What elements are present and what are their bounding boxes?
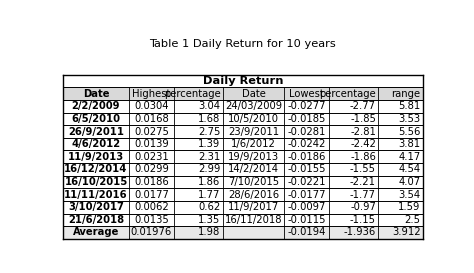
Text: 2.5: 2.5 [405,215,421,225]
Text: percentage: percentage [319,89,376,99]
Text: 1.68: 1.68 [198,114,220,124]
Text: 11/11/2016: 11/11/2016 [64,190,128,200]
Text: 19/9/2013: 19/9/2013 [228,152,279,162]
Text: -1.85: -1.85 [350,114,376,124]
Text: 11/9/2013: 11/9/2013 [68,152,124,162]
Text: 1.39: 1.39 [198,139,220,149]
Text: -0.0115: -0.0115 [288,215,326,225]
Bar [63,226,423,239]
Text: -0.97: -0.97 [350,202,376,212]
Text: Highest: Highest [132,89,171,99]
Text: 0.0186: 0.0186 [134,177,169,187]
Text: -1.86: -1.86 [350,152,376,162]
Text: 16/11/2018: 16/11/2018 [225,215,283,225]
Text: 6/5/2010: 6/5/2010 [72,114,120,124]
Text: 4/6/2012: 4/6/2012 [72,139,120,149]
Text: 0.0135: 0.0135 [134,215,169,225]
Text: 28/6/2016: 28/6/2016 [228,190,279,200]
Text: 4.17: 4.17 [399,152,421,162]
Text: 0.62: 0.62 [198,202,220,212]
Text: 0.0299: 0.0299 [134,164,169,174]
Text: 3.912: 3.912 [392,227,421,238]
Text: Date: Date [82,89,109,99]
Text: 3.53: 3.53 [399,114,421,124]
Text: -0.0221: -0.0221 [288,177,326,187]
Text: 21/6/2018: 21/6/2018 [68,215,124,225]
Text: -0.0194: -0.0194 [288,227,326,238]
Text: -0.0277: -0.0277 [288,101,326,111]
Text: 10/5/2010: 10/5/2010 [228,114,279,124]
Text: 16/10/2015: 16/10/2015 [64,177,128,187]
Text: -1.55: -1.55 [350,164,376,174]
Text: 2.99: 2.99 [198,164,220,174]
Text: -0.0186: -0.0186 [288,152,326,162]
Text: 23/9/2011: 23/9/2011 [228,127,279,136]
Text: 2/2/2009: 2/2/2009 [72,101,120,111]
Text: 0.0168: 0.0168 [134,114,169,124]
Text: -2.77: -2.77 [350,101,376,111]
Text: 4.54: 4.54 [399,164,421,174]
Text: -1.936: -1.936 [344,227,376,238]
Text: percentage: percentage [164,89,220,99]
Text: 2.75: 2.75 [198,127,220,136]
Text: -0.0242: -0.0242 [288,139,326,149]
Text: Table 1 Daily Return for 10 years: Table 1 Daily Return for 10 years [150,39,336,49]
Text: 0.0231: 0.0231 [134,152,169,162]
Text: -0.0185: -0.0185 [288,114,326,124]
Text: Average: Average [73,227,119,238]
Text: 5.81: 5.81 [399,101,421,111]
Text: Date: Date [242,89,265,99]
Text: 7/10/2015: 7/10/2015 [228,177,279,187]
Text: 3.04: 3.04 [199,101,220,111]
Bar [63,87,423,100]
Text: -2.21: -2.21 [350,177,376,187]
Text: -0.0177: -0.0177 [288,190,326,200]
Text: 1.59: 1.59 [398,202,421,212]
Text: 1.86: 1.86 [198,177,220,187]
Text: 3/10/2017: 3/10/2017 [68,202,124,212]
Text: -0.0097: -0.0097 [288,202,326,212]
Text: range: range [392,89,421,99]
Text: 16/12/2014: 16/12/2014 [64,164,128,174]
Text: 0.0275: 0.0275 [134,127,169,136]
Text: 0.0177: 0.0177 [134,190,169,200]
Text: 4.07: 4.07 [399,177,421,187]
Text: -2.81: -2.81 [350,127,376,136]
Text: 1.98: 1.98 [198,227,220,238]
Text: 0.0304: 0.0304 [134,101,169,111]
Text: 1.77: 1.77 [198,190,220,200]
Text: 3.54: 3.54 [399,190,421,200]
Text: Daily Return: Daily Return [203,76,283,86]
Text: 26/9/2011: 26/9/2011 [68,127,124,136]
Text: 3.81: 3.81 [399,139,421,149]
Text: 1.35: 1.35 [198,215,220,225]
Text: 0.0139: 0.0139 [134,139,169,149]
Text: -1.15: -1.15 [350,215,376,225]
Text: 1/6/2012: 1/6/2012 [231,139,276,149]
Text: 14/2/2014: 14/2/2014 [228,164,279,174]
Text: 0.0062: 0.0062 [134,202,169,212]
Text: 5.56: 5.56 [398,127,421,136]
Text: -1.77: -1.77 [350,190,376,200]
Text: -0.0281: -0.0281 [288,127,326,136]
Text: 2.31: 2.31 [198,152,220,162]
Text: 11/9/2017: 11/9/2017 [228,202,279,212]
Text: 24/03/2009: 24/03/2009 [225,101,282,111]
Text: -2.42: -2.42 [350,139,376,149]
Text: Lowest: Lowest [290,89,324,99]
Text: 0.01976: 0.01976 [131,227,172,238]
Text: -0.0155: -0.0155 [288,164,326,174]
